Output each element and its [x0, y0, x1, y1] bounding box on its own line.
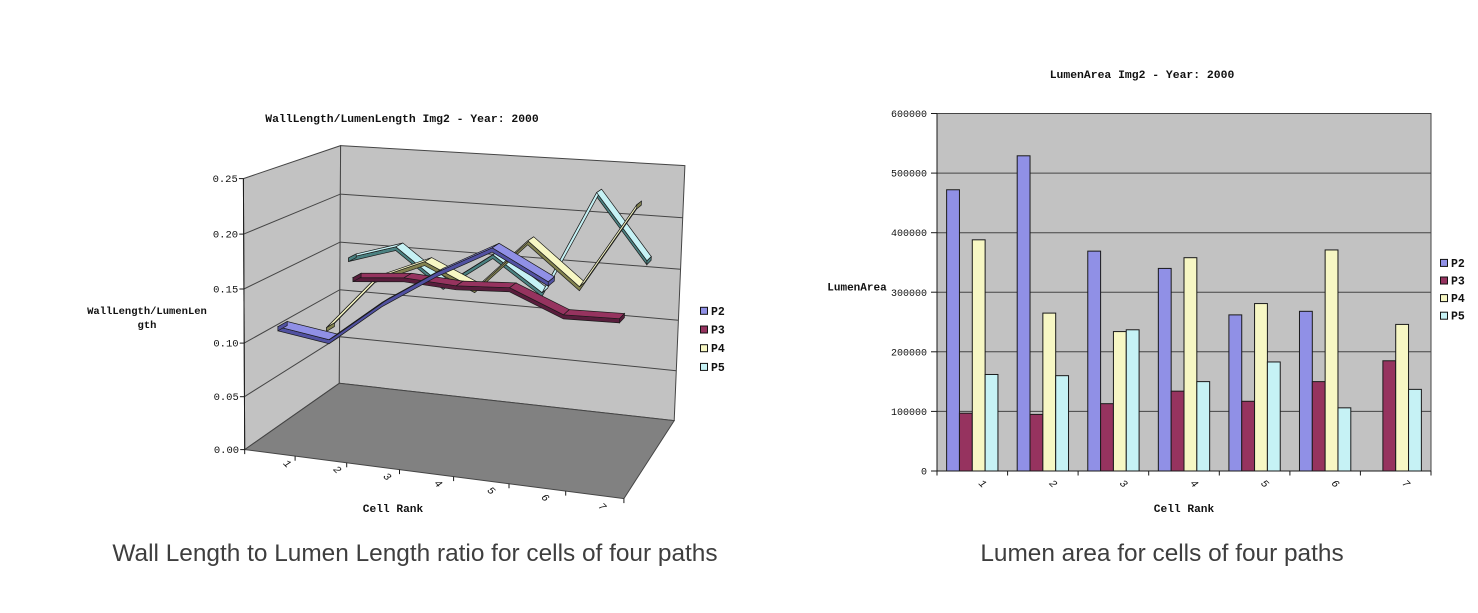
svg-text:100000: 100000 — [891, 408, 927, 419]
svg-text:P3: P3 — [711, 325, 725, 338]
svg-text:4: 4 — [431, 478, 444, 491]
svg-text:Wall Length to Lumen Length ra: Wall Length to Lumen Length ratio for ce… — [112, 540, 717, 567]
svg-text:0.05: 0.05 — [214, 392, 239, 404]
svg-text:Lumen area for cells of four p: Lumen area for cells of four paths — [980, 540, 1343, 567]
svg-text:3: 3 — [1116, 478, 1129, 491]
svg-text:4: 4 — [1187, 478, 1200, 491]
svg-text:WallLength/LumenLen: WallLength/LumenLen — [87, 306, 207, 318]
svg-text:0.20: 0.20 — [213, 230, 238, 242]
svg-text:0.00: 0.00 — [214, 445, 239, 457]
svg-text:P5: P5 — [711, 362, 725, 375]
svg-text:2: 2 — [330, 464, 343, 477]
svg-text:7: 7 — [595, 501, 608, 514]
svg-text:Cell Rank: Cell Rank — [363, 504, 424, 516]
svg-text:1: 1 — [280, 458, 293, 471]
svg-text:P2: P2 — [1451, 258, 1465, 271]
svg-text:Cell Rank: Cell Rank — [1154, 504, 1215, 516]
svg-text:200000: 200000 — [891, 348, 927, 359]
svg-text:300000: 300000 — [891, 289, 927, 300]
svg-text:WallLength/LumenLength Img2 -: WallLength/LumenLength Img2 - Year: 2000 — [265, 114, 539, 126]
svg-text:1: 1 — [975, 478, 988, 491]
svg-text:2: 2 — [1046, 478, 1059, 491]
svg-text:0: 0 — [921, 468, 927, 479]
svg-text:3: 3 — [380, 471, 393, 484]
svg-text:P4: P4 — [711, 343, 725, 356]
svg-text:600000: 600000 — [891, 110, 927, 121]
svg-text:0.10: 0.10 — [213, 339, 238, 351]
svg-text:5: 5 — [1258, 478, 1271, 491]
svg-text:LumenArea: LumenArea — [827, 283, 887, 295]
svg-text:0.25: 0.25 — [213, 174, 238, 186]
svg-text:6: 6 — [1328, 478, 1341, 491]
svg-text:6: 6 — [538, 492, 551, 505]
svg-text:5: 5 — [484, 485, 497, 498]
svg-text:LumenArea Img2 - Year: 2000: LumenArea Img2 - Year: 2000 — [1050, 70, 1235, 82]
svg-text:P2: P2 — [711, 306, 725, 319]
svg-text:P5: P5 — [1451, 311, 1465, 324]
svg-text:P3: P3 — [1451, 276, 1465, 289]
svg-text:500000: 500000 — [891, 170, 927, 181]
svg-text:0.15: 0.15 — [213, 285, 238, 297]
svg-text:P4: P4 — [1451, 293, 1465, 306]
svg-text:gth: gth — [138, 320, 157, 332]
svg-text:400000: 400000 — [891, 229, 927, 240]
svg-text:7: 7 — [1399, 478, 1412, 491]
